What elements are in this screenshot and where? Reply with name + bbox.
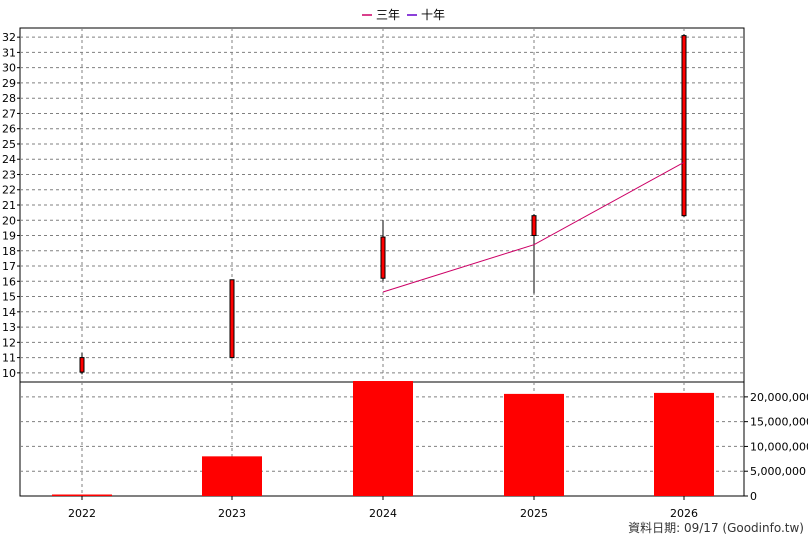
price-tick-label: 15 [2,291,16,304]
price-tick-label: 11 [2,352,16,365]
price-tick-label: 13 [2,321,16,334]
source-label: 資料日期: 09/17 (Goodinfo.tw) [628,521,804,535]
candle-body [229,279,235,359]
price-tick-label: 25 [2,138,16,151]
price-tick-label: 24 [2,153,16,166]
volume-bar [504,393,564,496]
volume-tick-label: 15,000,000 [750,416,808,429]
x-tick-label: 2025 [520,507,548,520]
price-tick-label: 23 [2,168,16,181]
price-tick-label: 21 [2,199,16,212]
candle-body [681,35,687,217]
price-tick-label: 28 [2,92,16,105]
price-tick-label: 27 [2,107,16,120]
price-tick-label: 18 [2,245,16,258]
price-tick-label: 31 [2,46,16,59]
price-tick-label: 20 [2,214,16,227]
volume-bar [353,381,413,496]
price-tick-label: 29 [2,77,16,90]
price-tick-label: 10 [2,367,16,380]
volume-tick-label: 0 [750,490,757,503]
x-tick-label: 2024 [369,507,397,520]
legend-label-ten-year: 十年 [421,8,445,22]
volume-bar [654,392,714,496]
legend-label-three-year: 三年 [376,8,400,22]
x-tick-label: 2023 [218,507,246,520]
price-tick-label: 14 [2,306,16,319]
price-tick-label: 30 [2,62,16,75]
price-tick-label: 32 [2,31,16,44]
price-tick-label: 12 [2,336,16,349]
volume-axis-ticks: 0 5,000,000 10,000,000 15,000,000 20,000,000 [744,391,808,503]
volume-tick-label: 5,000,000 [750,465,806,478]
volume-bars [52,381,714,496]
price-tick-label: 17 [2,260,16,273]
candle-body [380,236,386,279]
price-axis-ticks: 10 11 12 13 14 15 16 17 18 19 20 21 22 23 24 25 26 27 28 29… [2,31,20,380]
x-tick-label: 2026 [670,507,698,520]
x-axis-ticks: 2022 2023 2024 2025 2026 [68,496,698,520]
volume-bar [202,456,262,496]
candle-body [531,215,537,237]
candles [79,34,687,375]
three-year-line [382,161,685,293]
price-tick-label: 16 [2,275,16,288]
volume-tick-label: 20,000,000 [750,391,808,404]
volume-tick-label: 10,000,000 [750,440,808,453]
price-grid [20,36,744,374]
price-tick-label: 26 [2,123,16,136]
price-tick-label: 19 [2,230,16,243]
candle-body [79,357,85,373]
legend: 三年 十年 [362,8,445,22]
price-tick-label: 22 [2,184,16,197]
volume-bar [52,494,112,496]
x-tick-label: 2022 [68,507,96,520]
